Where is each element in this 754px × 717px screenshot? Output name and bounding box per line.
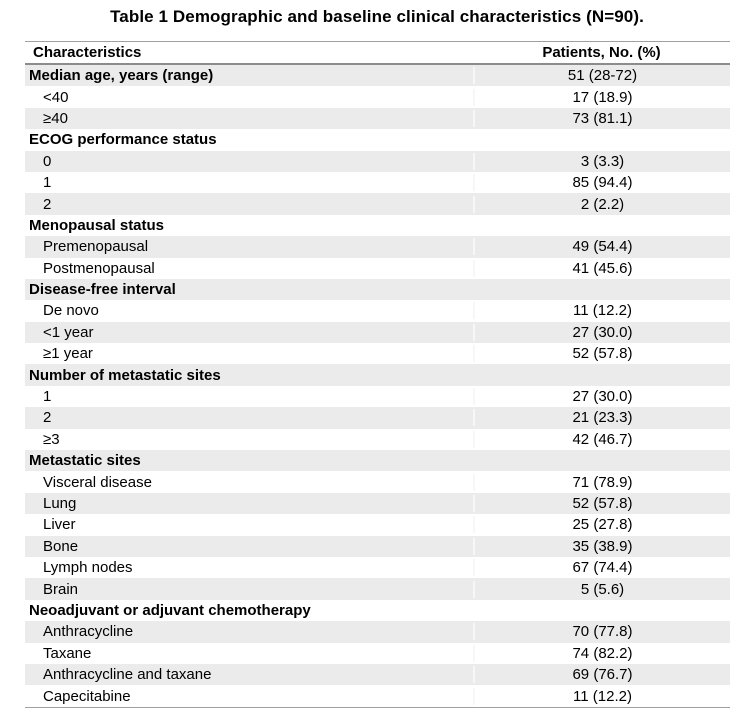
- row-value: 27 (30.0): [473, 323, 730, 341]
- row-label: Median age, years (range): [29, 67, 214, 85]
- table-row: Median age, years (range) 51 (28-72): [25, 65, 730, 87]
- table-row: 1 27 (30.0): [25, 385, 730, 408]
- table-row: Metastatic sites: [25, 450, 730, 472]
- column-header-characteristics: Characteristics: [33, 44, 142, 61]
- row-value: 52 (57.8): [473, 345, 730, 363]
- table-row: Bone 35 (38.9): [25, 535, 730, 557]
- row-label: Premenopausal: [43, 238, 149, 256]
- row-label: Number of metastatic sites: [29, 366, 221, 384]
- row-value: 42 (46.7): [473, 430, 730, 448]
- row-value: 70 (77.8): [473, 623, 730, 641]
- row-value: 49 (54.4): [473, 238, 730, 256]
- table-row: Capecitabine 11 (12.2): [25, 685, 730, 707]
- row-value: 5 (5.6): [473, 580, 730, 598]
- row-label: <1 year: [43, 323, 94, 341]
- table-row: ECOG performance status: [25, 129, 730, 151]
- row-value: 3 (3.3): [473, 152, 730, 170]
- table-row: Visceral disease 71 (78.9): [25, 471, 730, 493]
- row-value: 21 (23.3): [473, 409, 730, 427]
- row-value: 85 (94.4): [473, 174, 730, 192]
- row-label: De novo: [43, 302, 99, 320]
- row-label: Capecitabine: [43, 687, 131, 705]
- table-row: Taxane 74 (82.2): [25, 642, 730, 664]
- row-label: Liver: [43, 516, 76, 534]
- table-row: Disease-free interval: [25, 278, 730, 301]
- row-value: 41 (45.6): [473, 259, 730, 277]
- row-value: 25 (27.8): [473, 516, 730, 534]
- row-value: 17 (18.9): [473, 88, 730, 106]
- table-row: Liver 25 (27.8): [25, 514, 730, 536]
- table-row: Neoadjuvant or adjuvant chemotherapy: [25, 599, 730, 622]
- table-row: Anthracycline 70 (77.8): [25, 621, 730, 643]
- row-label: Disease-free interval: [29, 281, 176, 299]
- table-body: Median age, years (range) 51 (28-72) <40…: [25, 65, 730, 707]
- table-row: Postmenopausal 41 (45.6): [25, 257, 730, 279]
- row-value: 11 (12.2): [473, 302, 730, 320]
- row-value: 35 (38.9): [473, 537, 730, 555]
- table-row: Anthracycline and taxane 69 (76.7): [25, 663, 730, 686]
- row-label: ≥1 year: [43, 345, 93, 363]
- row-label: 0: [43, 152, 52, 170]
- table-row: Brain 5 (5.6): [25, 578, 730, 600]
- table-row: 1 85 (94.4): [25, 171, 730, 194]
- table-row: <40 17 (18.9): [25, 86, 730, 108]
- table-row: Premenopausal 49 (54.4): [25, 236, 730, 258]
- row-label: Neoadjuvant or adjuvant chemotherapy: [29, 601, 311, 619]
- column-header-patients: Patients, No. (%): [542, 44, 661, 61]
- row-label: <40: [43, 88, 69, 106]
- table-row: Menopausal status: [25, 214, 730, 237]
- row-label: Brain: [43, 580, 79, 598]
- row-label: Anthracycline and taxane: [43, 666, 212, 684]
- row-label: Metastatic sites: [29, 452, 141, 470]
- row-label: ECOG performance status: [29, 131, 217, 149]
- row-label: Taxane: [43, 644, 92, 662]
- table-row: <1 year 27 (30.0): [25, 321, 730, 344]
- table-title: Table 1 Demographic and baseline clinica…: [110, 7, 644, 26]
- row-label: 1: [43, 174, 52, 192]
- row-value: 71 (78.9): [473, 473, 730, 491]
- row-label: ≥3: [43, 430, 60, 448]
- table-row: ≥1 year 52 (57.8): [25, 343, 730, 365]
- row-value: 2 (2.2): [473, 195, 730, 213]
- row-label: Menopausal status: [29, 216, 165, 234]
- row-value: 67 (74.4): [473, 559, 730, 577]
- row-value: 69 (76.7): [473, 666, 730, 684]
- row-label: Lymph nodes: [43, 559, 133, 577]
- row-label: ≥40: [43, 109, 68, 127]
- table-header-row: Characteristics Patients, No. (%): [25, 42, 730, 65]
- characteristics-table: Characteristics Patients, No. (%) Median…: [25, 41, 730, 708]
- row-label: 2: [43, 409, 52, 427]
- row-label: Postmenopausal: [43, 259, 155, 277]
- row-value: 11 (12.2): [473, 687, 730, 705]
- row-label: 1: [43, 388, 52, 406]
- table-row: ≥3 42 (46.7): [25, 428, 730, 451]
- row-label: Lung: [43, 495, 77, 512]
- row-value: 73 (81.1): [473, 109, 730, 127]
- row-label: Visceral disease: [43, 473, 152, 491]
- row-label: Bone: [43, 537, 79, 555]
- table-row: 2 2 (2.2): [25, 193, 730, 215]
- row-value: 74 (82.2): [473, 644, 730, 662]
- table-row: 0 3 (3.3): [25, 150, 730, 172]
- row-label: 2: [43, 195, 52, 213]
- table-row: ≥40 73 (81.1): [25, 107, 730, 130]
- table-row: Lymph nodes 67 (74.4): [25, 556, 730, 579]
- table-row: De novo 11 (12.2): [25, 300, 730, 322]
- table-row: 2 21 (23.3): [25, 407, 730, 429]
- table-row: Number of metastatic sites: [25, 364, 730, 386]
- table-row: Lung 52 (57.8): [25, 492, 730, 515]
- row-value: 52 (57.8): [473, 495, 730, 512]
- row-value: 27 (30.0): [473, 388, 730, 406]
- row-value: 51 (28-72): [473, 67, 730, 85]
- row-label: Anthracycline: [43, 623, 134, 641]
